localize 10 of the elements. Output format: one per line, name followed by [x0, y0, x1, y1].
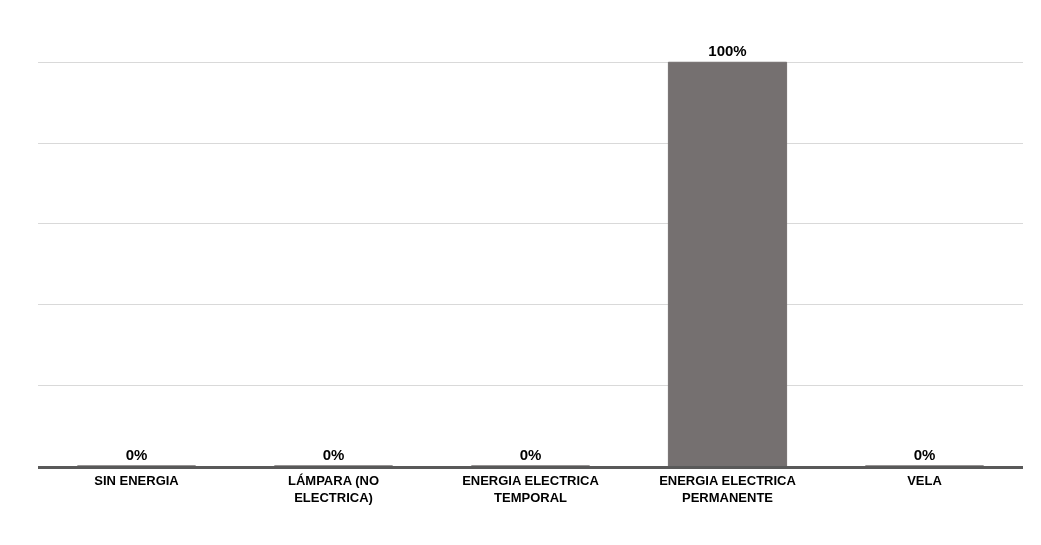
data-label: 100% — [708, 42, 747, 60]
x-tick-label: SIN ENERGIA — [94, 472, 180, 488]
data-label: 0% — [125, 446, 148, 463]
x-tick-label: ENERGIA ELECTRICA PERMANENTE — [659, 472, 797, 505]
x-tick-label: ENERGIA ELECTRICA TEMPORAL — [462, 472, 600, 505]
data-label: 0% — [913, 446, 936, 463]
data-label: 0% — [322, 446, 345, 463]
x-tick-label: VELA — [907, 472, 943, 488]
x-tick-label: LÁMPARA (NO ELECTRICA) — [288, 472, 379, 505]
data-label: 0% — [519, 446, 542, 463]
